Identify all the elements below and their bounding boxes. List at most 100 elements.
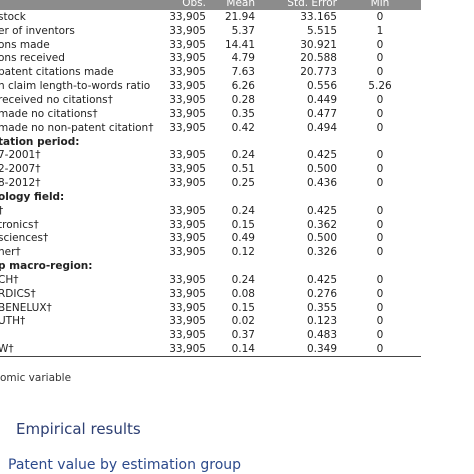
table-row: 2-2007† 33,905 0.51 0.500 0	[0, 162, 421, 176]
table-cell: 33,905	[169, 287, 206, 300]
table-cell: 6.26	[231, 80, 255, 93]
table-cell	[208, 259, 257, 273]
table-cell: 0.28	[231, 93, 255, 106]
table-cell: 0.436	[306, 177, 337, 190]
table-cell: 0.15	[231, 301, 255, 314]
table-cell: 33,905	[169, 177, 206, 190]
table-cell: 33,905	[169, 163, 206, 176]
table-row: 8-2012† 33,905 0.25 0.436 0	[0, 176, 421, 190]
table-cell: 0	[376, 246, 384, 259]
table-cell: 33,905	[169, 107, 206, 120]
table-cell: 0	[376, 121, 384, 134]
table-cell: 0	[376, 177, 384, 190]
table-cell: 0	[376, 149, 384, 162]
table-cell: 0.02	[231, 315, 255, 328]
table-cell: 0.425	[306, 204, 337, 217]
table-row: CH† 33,905 0.24 0.425 0	[0, 273, 421, 287]
table-row: patent citations made 33,905 7.63 20.773 0	[0, 65, 421, 79]
table-row: p macro-region:	[0, 259, 421, 273]
table-cell: 20.773	[300, 66, 337, 79]
table-cell: 33,905	[169, 204, 206, 217]
row-label: tronics†	[0, 218, 39, 231]
table-cell: 0	[376, 329, 384, 342]
table-cell: 0	[376, 232, 384, 245]
row-label: her†	[0, 246, 21, 259]
table-cell	[208, 190, 257, 204]
table-cell: 33,905	[169, 232, 206, 245]
table-cell: 7.63	[231, 66, 255, 79]
row-label: er of inventors	[0, 24, 75, 37]
table-cell	[339, 135, 421, 149]
table-cell: 30.921	[300, 38, 337, 51]
table-cell: 33,905	[169, 329, 206, 342]
table-cell: 0	[376, 315, 384, 328]
table-row: made no citations† 33,905 0.35 0.477 0	[0, 107, 421, 121]
table-cell: 5.37	[231, 24, 255, 37]
table-cell: 33,905	[169, 301, 206, 314]
table-cell: 0	[376, 38, 384, 51]
table-cell: 0	[376, 93, 384, 106]
table-cell: 0	[376, 287, 384, 300]
row-label: W†	[0, 342, 160, 358]
table-cell: 5.26	[368, 80, 392, 93]
table-cell: 0	[376, 273, 384, 286]
table-row: sciences† 33,905 0.49 0.500 0	[0, 232, 421, 246]
row-label: BENELUX†	[0, 301, 52, 314]
table-cell: 33,905	[169, 121, 206, 134]
row-label: n claim length-to-words ratio	[0, 80, 151, 93]
table-cell: 33,905	[169, 246, 206, 259]
row-label: ology field:	[0, 190, 65, 203]
table-cell	[257, 190, 339, 204]
table-cell	[160, 135, 208, 149]
row-label: p macro-region:	[0, 260, 93, 273]
header-row: Obs. Mean Std. Error Min	[0, 0, 421, 10]
summary-table: Obs. Mean Std. Error Min stock 33,905 21.94 33…	[0, 0, 421, 358]
table-cell: 33,905	[169, 24, 206, 37]
table-cell: 4.79	[231, 52, 255, 65]
table-row: stock 33,905 21.94 33.165 0	[0, 10, 421, 24]
table-row: RDICS† 33,905 0.08 0.276 0	[0, 287, 421, 301]
table-row: er of inventors 33,905 5.37 5.515 1	[0, 24, 421, 38]
table-cell	[160, 190, 208, 204]
row-label: stock	[0, 10, 26, 23]
table-row: tation period:	[0, 135, 421, 149]
row-label: RDICS†	[0, 287, 36, 300]
table-cell: 0.362	[306, 218, 337, 231]
table-cell: 0.349	[257, 342, 339, 358]
table-cell: 0.42	[231, 121, 255, 134]
table-cell: 1	[376, 24, 384, 37]
table-cell: 21.94	[224, 10, 255, 23]
table-cell: 0.08	[231, 287, 255, 300]
table-cell: 0.123	[306, 315, 337, 328]
table-cell: 33,905	[169, 10, 206, 23]
table-cell: 0.37	[231, 329, 255, 342]
table-row: UTH† 33,905 0.02 0.123 0	[0, 315, 421, 329]
header-cell	[0, 0, 160, 10]
table-cell: 0.425	[306, 149, 337, 162]
table-row: † 33,905 0.24 0.425 0	[0, 204, 421, 218]
table-row: ons received 33,905 4.79 20.588 0	[0, 52, 421, 66]
table-body: stock 33,905 21.94 33.165 0 er of inventors 33…	[0, 10, 421, 358]
row-label: CH†	[0, 273, 19, 286]
table-row: 7-2001† 33,905 0.24 0.425 0	[0, 148, 421, 162]
table-row: BENELUX† 33,905 0.15 0.355 0	[0, 301, 421, 315]
table-cell: 0	[376, 10, 384, 23]
row-label: patent citations made	[0, 66, 114, 79]
table-cell: 0.326	[306, 246, 337, 259]
table-cell: 0.15	[231, 218, 255, 231]
table-cell: 33,905	[160, 342, 208, 358]
table-cell: 0.483	[306, 329, 337, 342]
table-cell: 33,905	[169, 218, 206, 231]
table-cell	[339, 259, 421, 273]
table-cell: 0.24	[231, 273, 255, 286]
table-row: n claim length-to-words ratio 33,905 6.26 0…	[0, 79, 421, 93]
table-row: her† 33,905 0.12 0.326 0	[0, 245, 421, 259]
table-cell: 33,905	[169, 66, 206, 79]
table-row: ology field:	[0, 190, 421, 204]
table-cell: 0	[376, 301, 384, 314]
table-cell: 20.588	[300, 52, 337, 65]
table-cell: 0	[376, 66, 384, 79]
table-cell	[257, 259, 339, 273]
table-cell: 33,905	[169, 38, 206, 51]
table-cell: 0.14	[208, 342, 257, 358]
